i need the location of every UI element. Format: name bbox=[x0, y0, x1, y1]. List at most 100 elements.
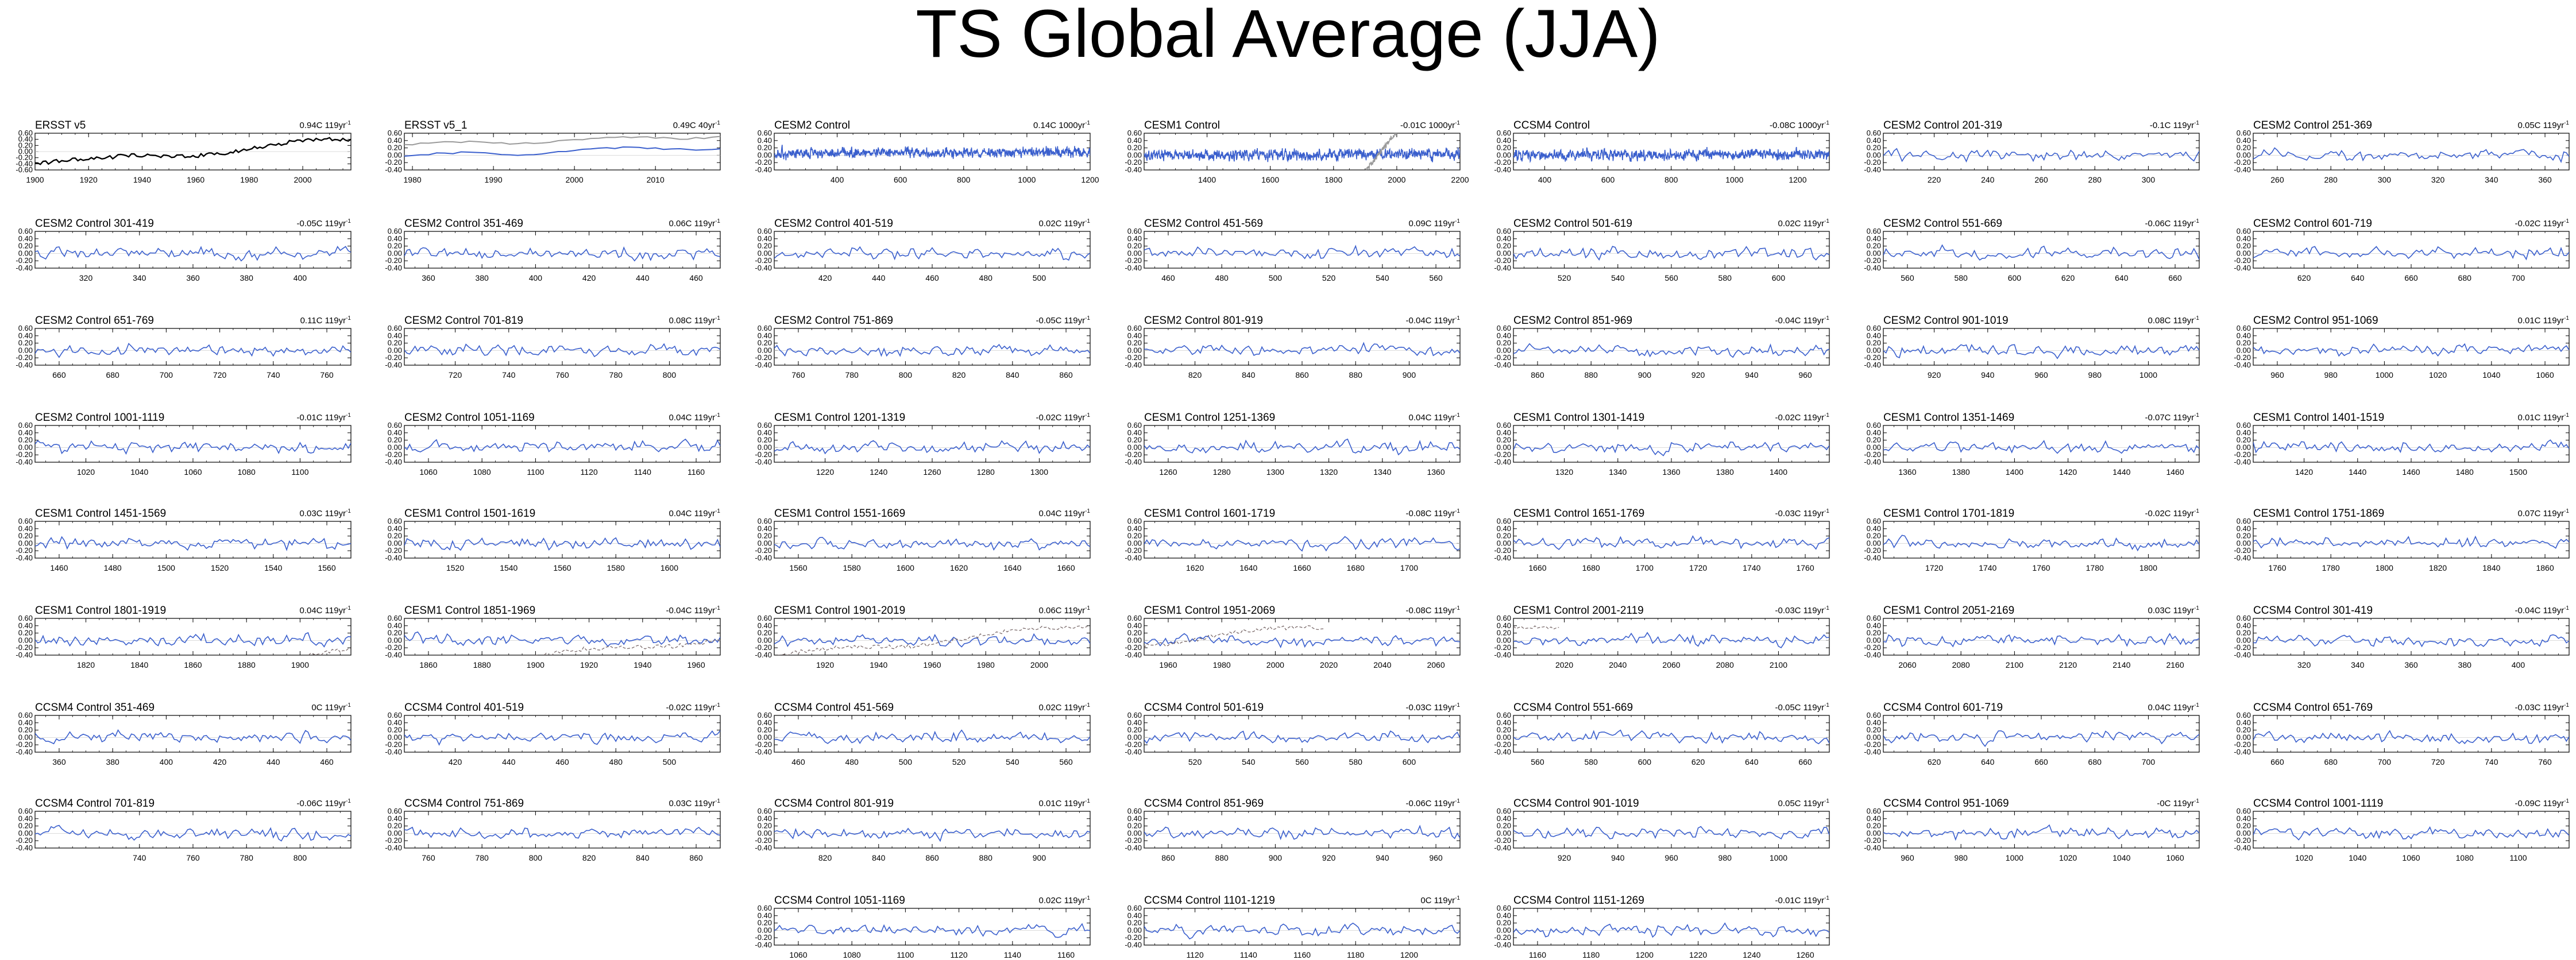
x-tick-label: 2060 bbox=[1898, 660, 1916, 669]
y-tick-label: 0.60 bbox=[1867, 227, 1881, 235]
y-tick-label: 0.60 bbox=[2237, 517, 2251, 525]
x-tick-label: 1040 bbox=[2112, 853, 2130, 862]
y-tick-label: 0.00 bbox=[2237, 636, 2251, 644]
y-tick-label: -0.20 bbox=[16, 836, 33, 845]
y-tick-label: -0.20 bbox=[1125, 546, 1142, 555]
x-tick-label: 580 bbox=[1349, 757, 1363, 767]
panel-label: CESM1 Control 1851-1969 bbox=[404, 605, 535, 617]
y-tick-label: 0.00 bbox=[18, 733, 33, 741]
y-tick-label: 0.60 bbox=[1497, 614, 1511, 622]
y-tick-label: 0.20 bbox=[1867, 339, 1881, 347]
y-tick-label: 0.40 bbox=[2237, 621, 2251, 630]
y-tick-label: 0.00 bbox=[1497, 733, 1511, 741]
panel-33: CESM1 Control 1701-1819 -0.02C 119yr-1 0.6… bbox=[1864, 508, 2200, 572]
panel-trend: 0.03C 119yr-1 bbox=[2148, 605, 2199, 616]
panel-trend: -0.09C 119yr-1 bbox=[2515, 798, 2569, 808]
y-tick-label: 0.20 bbox=[1497, 436, 1511, 444]
panel-trend: -0.01C 1000yr-1 bbox=[1400, 120, 1460, 130]
x-tick-label: 860 bbox=[689, 853, 703, 862]
y-tick-label: 0.20 bbox=[758, 144, 772, 152]
x-tick-label: 960 bbox=[2270, 370, 2284, 380]
y-tick-label: 0.20 bbox=[18, 436, 33, 444]
y-tick-label: 0.20 bbox=[388, 242, 402, 250]
panel-label: CESM1 Control 1351-1469 bbox=[1883, 412, 2014, 424]
x-tick-label: 400 bbox=[160, 757, 173, 767]
y-tick-label: 0.60 bbox=[1867, 421, 1881, 429]
panel-5: CESM2 Control 201-319 -0.1C 119yr-10.600.… bbox=[1864, 119, 2200, 184]
x-tick-label: 940 bbox=[1981, 370, 1995, 380]
y-tick-label: -0.40 bbox=[755, 458, 772, 466]
y-tick-label: 0.00 bbox=[1497, 346, 1511, 354]
y-tick-label: 0.00 bbox=[1867, 443, 1881, 451]
y-tick-label: -0.40 bbox=[2234, 651, 2251, 659]
y-tick-label: 0.20 bbox=[1497, 242, 1511, 250]
x-tick-label: 360 bbox=[422, 273, 435, 282]
panel-54: CCSM4 Control 951-1069 -0C 119yr-1 0.600.4… bbox=[1864, 798, 2200, 862]
x-tick-label: 1420 bbox=[2295, 467, 2313, 477]
y-tick-label: 0.40 bbox=[1867, 524, 1881, 533]
x-tick-label: 1960 bbox=[687, 660, 705, 669]
y-tick-label: 0.20 bbox=[758, 242, 772, 250]
panel-trend: -0.02C 119yr-1 bbox=[1775, 412, 1829, 423]
panel-7: CESM2 Control 301-419 -0.05C 119yr-10.600… bbox=[16, 218, 352, 282]
x-tick-label: 2140 bbox=[2112, 660, 2130, 669]
panel-frame bbox=[34, 231, 352, 269]
x-tick-label: 1400 bbox=[1770, 467, 1787, 477]
y-tick-label: 0.20 bbox=[758, 532, 772, 540]
panel-trend: -0.02C 119yr-1 bbox=[666, 702, 720, 713]
panel-label: CESM2 Control 451-569 bbox=[1144, 218, 1263, 230]
x-tick-label: 1040 bbox=[2349, 853, 2366, 862]
y-tick-label: 0.20 bbox=[18, 629, 33, 637]
y-tick-label: 0.40 bbox=[1497, 814, 1511, 823]
series-model bbox=[774, 145, 1090, 161]
x-tick-label: 820 bbox=[1188, 370, 1202, 380]
x-tick-label: 640 bbox=[2351, 273, 2365, 282]
y-tick-label: -0.20 bbox=[2234, 256, 2251, 265]
y-tick-label: 0.60 bbox=[2237, 614, 2251, 622]
y-tick-label: -0.20 bbox=[385, 643, 402, 652]
series-model bbox=[1883, 730, 2199, 748]
panel-trend: 0.06C 119yr-1 bbox=[669, 218, 720, 229]
x-tick-label: 740 bbox=[502, 370, 516, 380]
y-tick-label: 0.20 bbox=[1867, 532, 1881, 540]
y-tick-label: 0.60 bbox=[1497, 324, 1511, 332]
y-tick-label: -0.20 bbox=[1494, 643, 1511, 652]
y-tick-label: 0.60 bbox=[1497, 421, 1511, 429]
y-tick-label: 0.00 bbox=[1127, 539, 1142, 547]
y-tick-label: -0.20 bbox=[755, 836, 772, 845]
y-tick-label: -0.40 bbox=[755, 843, 772, 852]
y-tick-label: 0.40 bbox=[1497, 621, 1511, 630]
y-tick-label: 0.20 bbox=[388, 726, 402, 734]
y-tick-label: 0.20 bbox=[18, 141, 33, 149]
x-tick-label: 1220 bbox=[816, 467, 834, 477]
x-tick-label: 1580 bbox=[843, 563, 861, 572]
x-tick-label: 2120 bbox=[2059, 660, 2077, 669]
x-tick-label: 2160 bbox=[2166, 660, 2184, 669]
y-tick-label: -0.20 bbox=[755, 933, 772, 942]
x-tick-label: 1000 bbox=[2376, 370, 2393, 380]
x-tick-label: 680 bbox=[2088, 757, 2102, 767]
y-tick-label: 0.40 bbox=[388, 234, 402, 243]
series-model bbox=[1144, 824, 1460, 841]
panel-trend: 0.11C 119yr-1 bbox=[300, 315, 352, 326]
y-tick-label: 0.20 bbox=[1127, 822, 1142, 830]
x-tick-label: 840 bbox=[872, 853, 886, 862]
x-tick-label: 600 bbox=[2008, 273, 2022, 282]
y-tick-label: 0.60 bbox=[758, 807, 772, 815]
y-tick-label: -0.40 bbox=[16, 159, 33, 168]
y-tick-label: 0.00 bbox=[18, 539, 33, 547]
y-tick-label: 0.00 bbox=[388, 346, 402, 354]
x-tick-label: 1880 bbox=[238, 660, 256, 669]
panel-55: CCSM4 Control 1001-1119 -0.09C 119yr-1 0.6… bbox=[2234, 798, 2570, 862]
panel-39: CESM1 Control 2001-2119 -0.03C 119yr-1 0.6… bbox=[1494, 605, 1830, 669]
panel-label: CESM2 Control 701-819 bbox=[404, 315, 523, 327]
y-tick-label: 0.20 bbox=[2237, 144, 2251, 152]
series-obs-overlay bbox=[308, 648, 351, 655]
panel-frame bbox=[774, 715, 1091, 753]
series-model bbox=[2253, 439, 2569, 454]
y-tick-label: 0.00 bbox=[1867, 829, 1881, 837]
panel-label: CESM2 Control 201-319 bbox=[1883, 119, 2002, 131]
x-tick-label: 840 bbox=[636, 853, 650, 862]
panel-trend: -0.02C 119yr-1 bbox=[1036, 412, 1090, 423]
x-tick-label: 380 bbox=[475, 273, 489, 282]
